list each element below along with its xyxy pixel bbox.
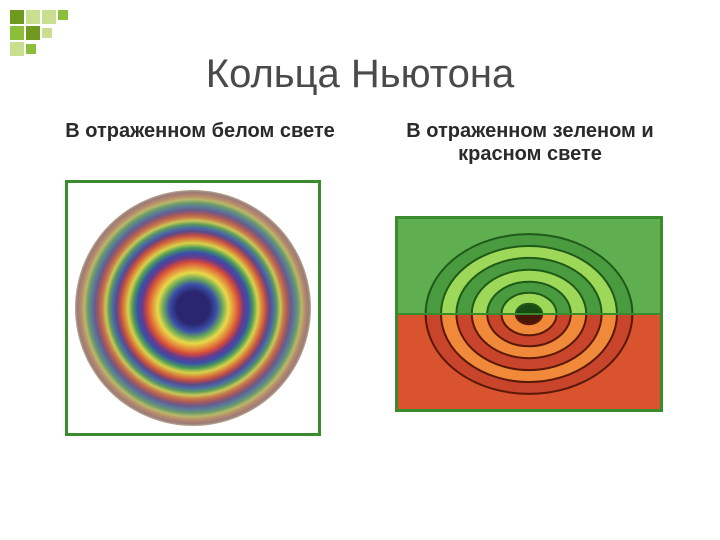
left-subtitle: В отраженном белом свете <box>60 120 340 143</box>
right-subtitle: В отраженном зеленом и красном свете <box>380 120 680 166</box>
white-light-rings-diagram <box>68 183 318 433</box>
right-subtitle-text: В отраженном зеленом и красном свете <box>406 120 653 165</box>
page-title-text: Кольца Ньютона <box>206 52 514 96</box>
left-subtitle-text: В отраженном белом свете <box>65 120 335 142</box>
page-title: Кольца Ньютона <box>0 52 720 97</box>
green-red-rings-panel <box>395 216 663 412</box>
green-red-rings-diagram <box>398 219 660 409</box>
white-light-rings-panel <box>65 180 321 436</box>
